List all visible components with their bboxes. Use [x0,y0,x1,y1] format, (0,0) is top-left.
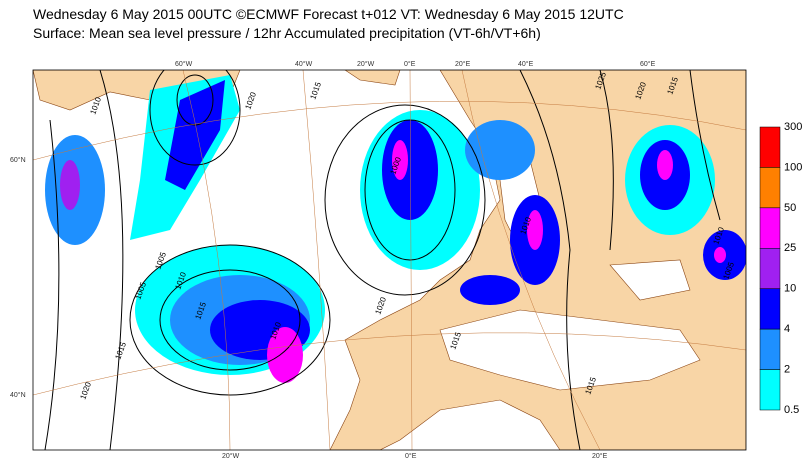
lon-label: 40°E [518,60,534,68]
colorbar-segment [759,126,781,168]
lon-labels: 60°W 40°W 20°W 0°E 20°E 40°E 60°E 20°W 0… [10,60,656,460]
lon-label: 40°W [295,60,313,68]
precipitation [45,75,746,383]
colorbar-segment [759,369,781,411]
map-frame [32,69,747,451]
graticule [33,70,746,450]
colorbar-segment [759,288,781,330]
colorbar-label: 100 [784,161,802,173]
lon-label: 60°E [640,60,656,68]
colorbar-segment [759,167,781,209]
colorbar-segment [759,248,781,289]
colorbar-label: 10 [784,283,796,295]
isobars [44,70,721,450]
title: Wednesday 6 May 2015 00UTC ©ECMWF Foreca… [33,6,624,22]
colorbar-label: 50 [784,202,796,214]
colorbar-label: 2 [784,363,790,375]
lon-label: 20°E [592,452,608,460]
colorbar-label: 25 [784,242,796,254]
colorbar-label: 4 [784,323,790,335]
lon-label: 20°E [455,60,471,68]
colorbar: 300 100 50 25 10 4 2 0.5 [759,121,802,416]
lon-label: 0°E [405,452,417,460]
colorbar-segment [759,207,781,249]
subtitle: Surface: Mean sea level pressure / 12hr … [33,25,541,41]
colorbar-segment [759,328,781,370]
colorbar-label: 300 [784,121,802,133]
lon-label: 60°W [175,60,193,68]
map-area [33,70,746,450]
lon-label: 20°W [222,452,240,460]
lat-label: 40°N [10,391,26,399]
colorbar-label: 0.5 [784,404,799,416]
lon-label: 20°W [357,60,375,68]
lon-label: 0°E [404,60,416,68]
lat-label: 60°N [10,156,26,164]
